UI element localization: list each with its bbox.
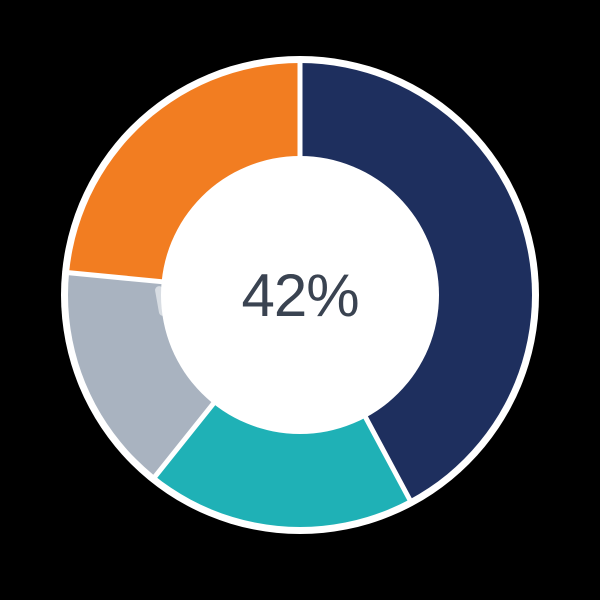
donut-center-label: 42% bbox=[241, 262, 359, 329]
donut-hole: 42% bbox=[161, 156, 439, 434]
donut-outer-ring: 42% bbox=[61, 56, 539, 534]
slice-gap-line bbox=[297, 57, 303, 161]
